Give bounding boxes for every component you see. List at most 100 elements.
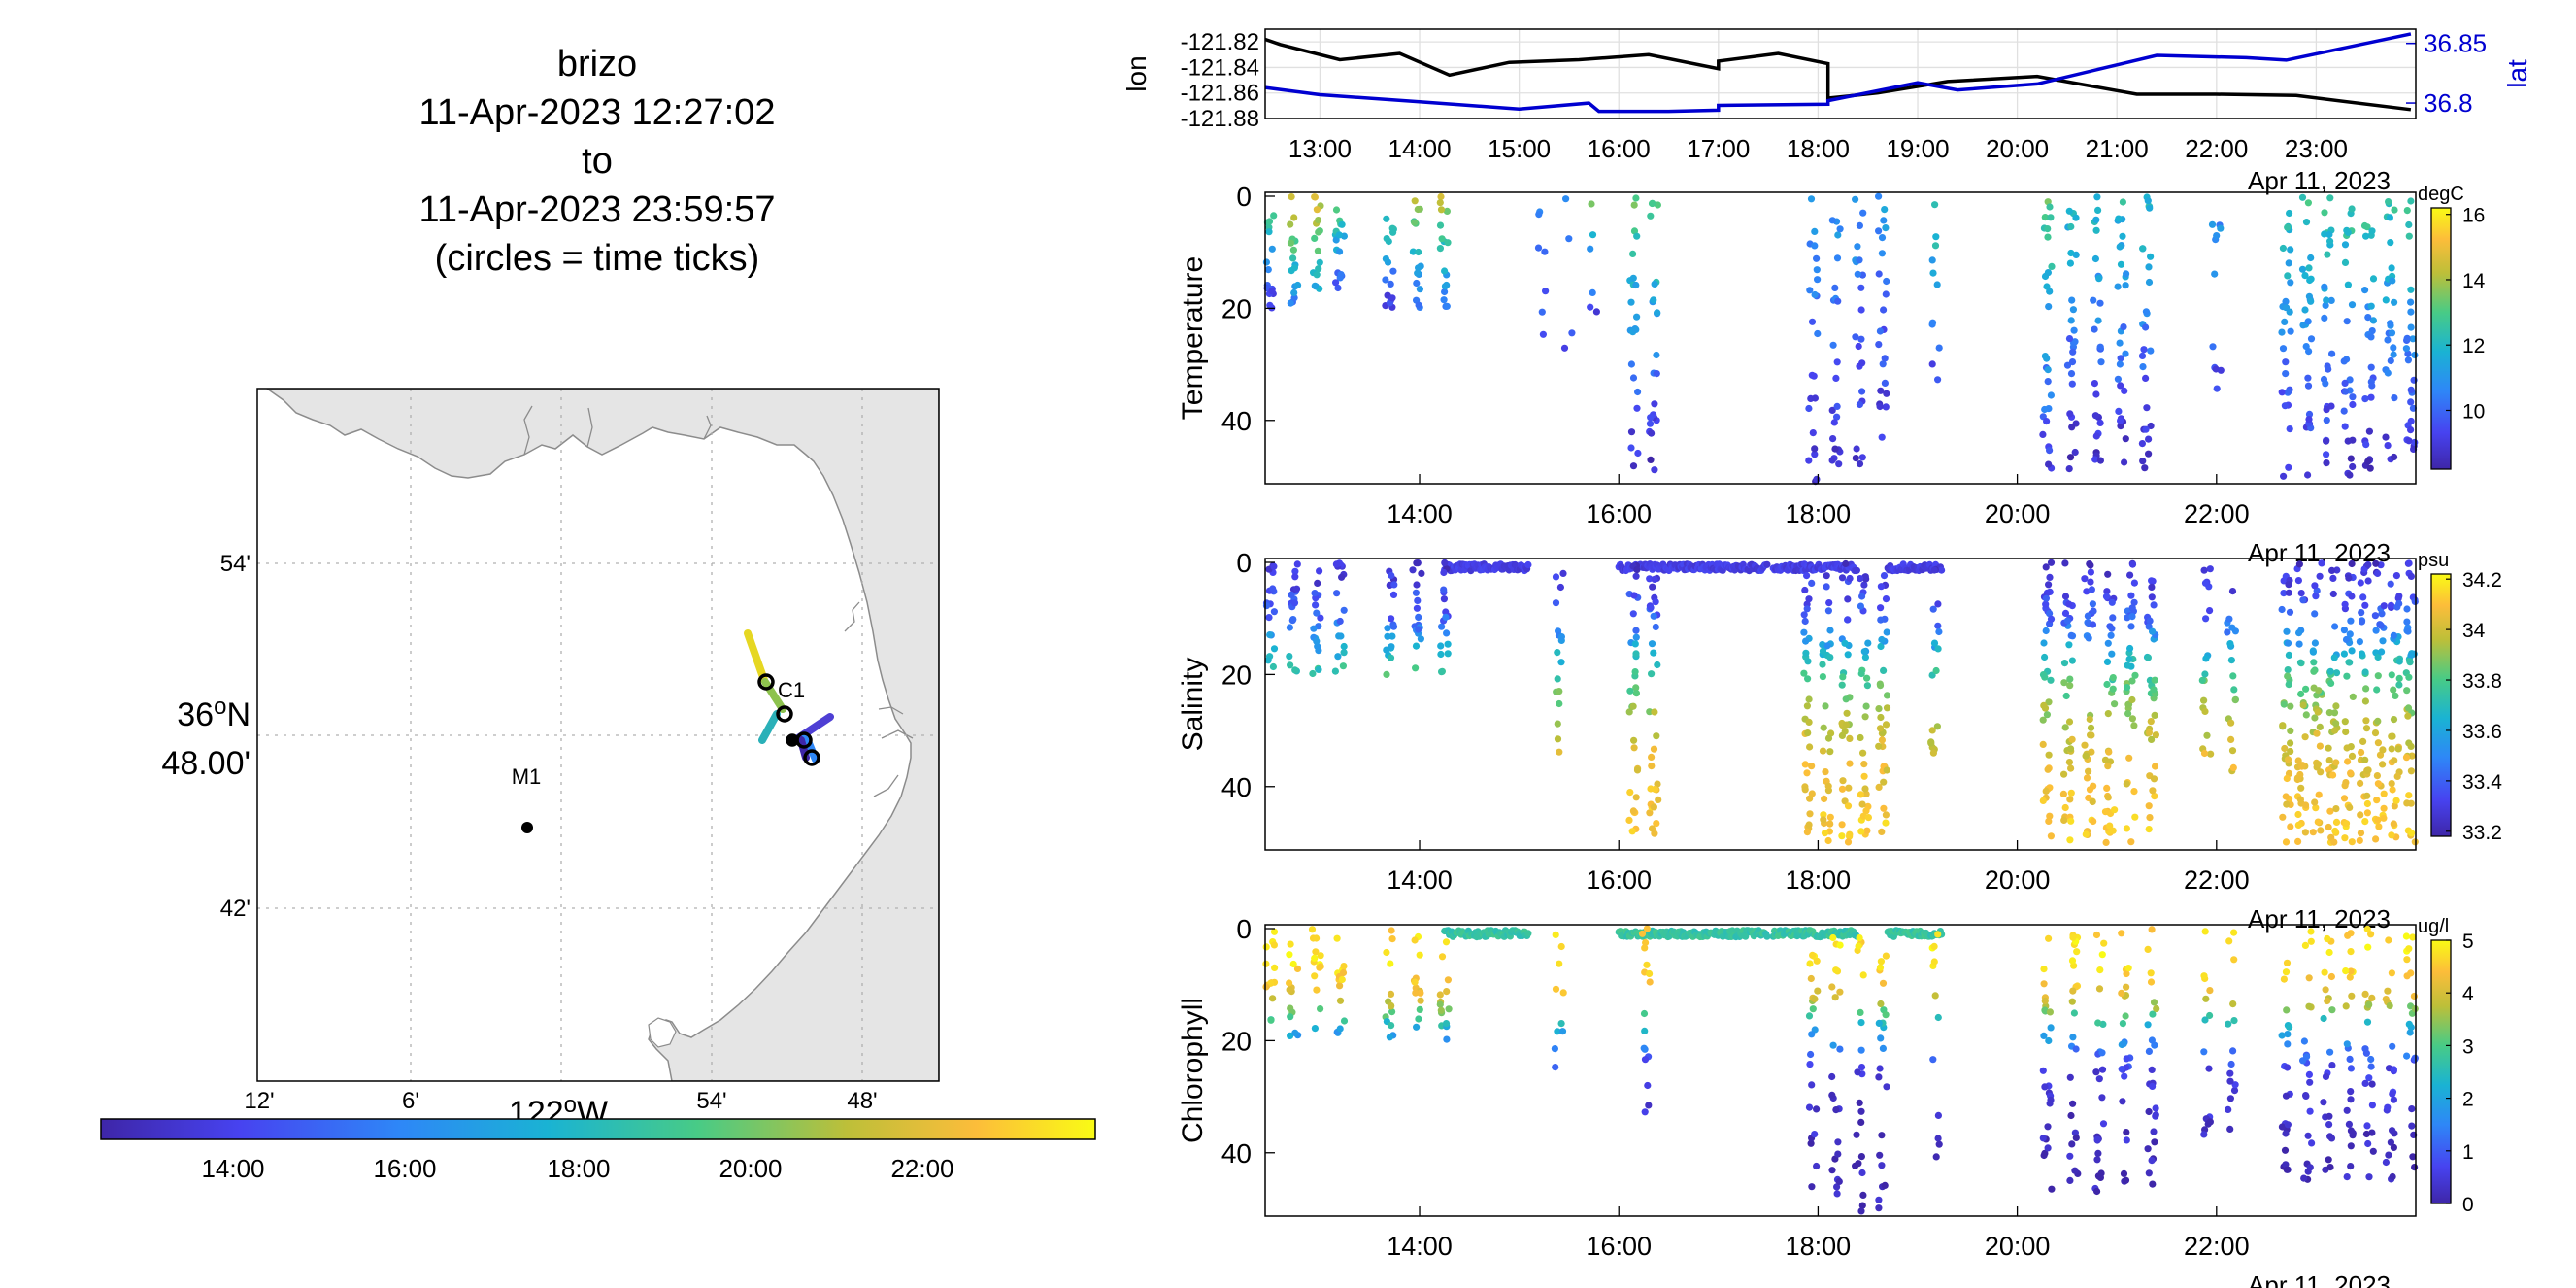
scatter-point [2305, 264, 2313, 272]
scatter-point [2403, 605, 2411, 613]
scatter-point [1811, 242, 1819, 250]
scatter-point [2388, 969, 2395, 977]
scatter-point [2225, 1020, 2232, 1028]
scatter-point [2369, 317, 2377, 324]
scatter-point [1829, 341, 1837, 349]
scatter-point [2326, 237, 2334, 245]
scatter-point [2109, 674, 2117, 682]
station-c1: C1 [778, 678, 805, 702]
scatter-point [2094, 1019, 2102, 1027]
scatter-point [2325, 365, 2332, 373]
scatter-point [1438, 668, 1446, 676]
scatter-point [2294, 577, 2302, 585]
scatter-point [2114, 283, 2122, 290]
scatter-point [2340, 795, 2349, 802]
scatter-point [1642, 938, 1650, 947]
scatter-point [1640, 1044, 1648, 1052]
scatter-point [2282, 1092, 2291, 1100]
scatter-point [2145, 450, 2153, 458]
lon-tick-label: -121.88 [1181, 106, 1259, 132]
scatter-point [1879, 979, 1888, 987]
scatter-point [1853, 566, 1860, 574]
scatter-point [1881, 1181, 1889, 1189]
scatter-point [1417, 635, 1424, 643]
scatter-point [2039, 740, 2047, 749]
scatter-point [2378, 648, 2386, 656]
scatter-point [2408, 830, 2416, 837]
scatter-point [2227, 735, 2235, 744]
colorbar-tick: 18:00 [547, 1154, 610, 1183]
scatter-point [1632, 650, 1640, 658]
scatter-point [2294, 837, 2302, 846]
scatter-point [2340, 357, 2348, 365]
scatter-point [2283, 774, 2291, 783]
scatter-point [2367, 333, 2375, 341]
scatter-point [2387, 580, 2394, 588]
map-frame [256, 388, 940, 1082]
scatter-point [2364, 560, 2372, 569]
scatter-point [2285, 651, 2292, 660]
scatter-point [2093, 1135, 2101, 1143]
scatter-point [2104, 763, 2112, 770]
scatter-point [2096, 457, 2104, 464]
scatter-point [1880, 666, 1888, 675]
scatter-point [2389, 1042, 2396, 1050]
scatter-point [1386, 1034, 1393, 1041]
scatter-point [2063, 617, 2071, 625]
scatter-point [1859, 1191, 1867, 1199]
scatter-point [2281, 1146, 2290, 1154]
scatter-point [1388, 643, 1395, 651]
scatter-point [1336, 617, 1344, 626]
scatter-point [2298, 265, 2307, 273]
scatter-point [2347, 1096, 2355, 1103]
colorbar-tick: 33.4 [2462, 771, 2502, 794]
scatter-point [1631, 640, 1639, 648]
scatter-point [1314, 247, 1321, 254]
scatter-point [1415, 264, 1422, 272]
scatter-point [2145, 263, 2153, 271]
scatter-point [1647, 785, 1655, 793]
scatter-point [1267, 1016, 1275, 1024]
colorbar-tick: 12 [2462, 335, 2485, 357]
scatter-point [2045, 1036, 2053, 1045]
scatter-point [2403, 1052, 2411, 1060]
y-tick-label: 0 [1236, 548, 1252, 578]
scatter-point [2392, 797, 2400, 804]
scatter-point [2294, 757, 2302, 764]
scatter-point [1860, 761, 1868, 768]
scatter-point [2390, 631, 2397, 639]
scatter-point [1808, 763, 1816, 770]
lon-tick-label: -121.82 [1181, 29, 1259, 55]
scatter-point [2130, 598, 2138, 606]
scatter-point [1808, 371, 1816, 379]
scatter-point [1290, 214, 1298, 221]
scatter-point [2404, 356, 2412, 364]
scatter-point [1651, 466, 1658, 474]
scatter-point [1626, 789, 1634, 797]
scatter-point [1863, 682, 1871, 690]
scatter-point [2362, 717, 2370, 725]
scatter-point [1651, 280, 1658, 288]
scatter-point [1632, 572, 1640, 580]
scatter-point [2327, 679, 2335, 688]
scatter-point [2044, 269, 2052, 277]
scatter-point [1411, 936, 1419, 944]
scatter-point [1388, 571, 1395, 580]
scatter-point [1808, 790, 1816, 797]
scatter-point [2409, 1153, 2417, 1161]
scatter-point [1291, 573, 1299, 581]
scatter-point [1838, 821, 1846, 829]
scatter-point [2362, 441, 2370, 449]
scatter-point [2394, 745, 2402, 753]
scatter-point [2299, 1057, 2307, 1065]
scatter-point [1444, 239, 1452, 247]
scatter-point [2390, 820, 2397, 828]
scatter-point [1289, 960, 1297, 968]
scatter-point [2111, 806, 2119, 814]
scatter-point [2348, 838, 2356, 846]
scatter-point [2225, 615, 2233, 623]
scatter-point [2067, 1111, 2075, 1120]
scatter-point [2120, 1169, 2128, 1177]
scatter-point [1414, 596, 1422, 605]
scatter-point [2391, 757, 2398, 764]
